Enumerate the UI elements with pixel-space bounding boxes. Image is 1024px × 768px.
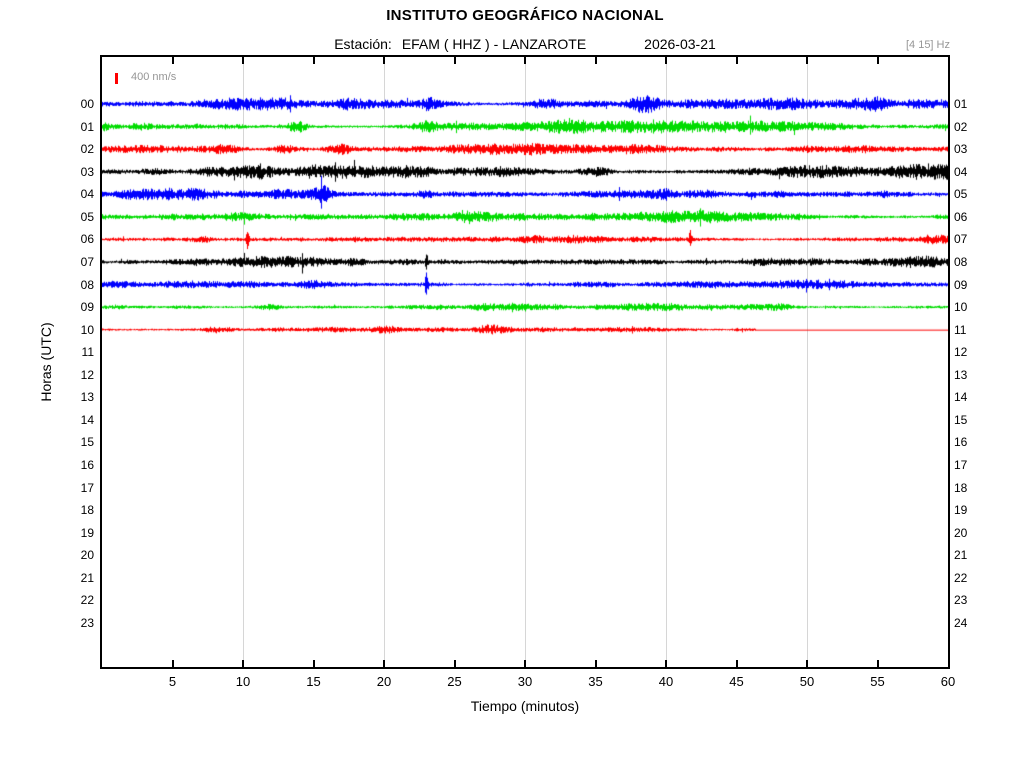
hour-label-right-10: 10 — [954, 300, 968, 315]
hour-label-right-11: 11 — [954, 322, 967, 337]
x-tick-bottom-40 — [665, 660, 667, 667]
hour-label-left-05: 05 — [80, 209, 94, 224]
hour-label-left-23: 23 — [80, 615, 94, 630]
hour-label-left-01: 01 — [80, 119, 94, 134]
station-label: Estación: — [334, 36, 392, 52]
hour-label-right-13: 13 — [954, 367, 968, 382]
filter-band-label: [4 15] Hz — [905, 39, 950, 51]
x-tick-label-40: 40 — [658, 674, 674, 689]
hour-label-left-18: 18 — [80, 503, 94, 518]
hour-label-left-09: 09 — [80, 300, 94, 315]
seismogram-canvas — [102, 57, 948, 667]
x-tick-label-50: 50 — [799, 674, 815, 689]
hour-label-right-09: 09 — [954, 277, 968, 292]
x-tick-top-50 — [806, 57, 808, 64]
hour-label-right-07: 07 — [954, 232, 968, 247]
x-tick-bottom-45 — [735, 660, 738, 667]
hour-label-left-19: 19 — [80, 525, 94, 540]
x-tick-top-30 — [524, 57, 526, 64]
hour-label-left-20: 20 — [80, 548, 94, 563]
hour-label-left-12: 12 — [80, 367, 94, 382]
x-tick-bottom-55 — [876, 660, 879, 667]
hour-label-left-06: 06 — [80, 232, 94, 247]
x-tick-label-25: 25 — [447, 674, 462, 689]
hour-label-right-16: 16 — [954, 435, 968, 450]
hour-label-left-08: 08 — [80, 277, 94, 292]
x-tick-label-10: 10 — [235, 674, 251, 689]
page-title: INSTITUTO GEOGRÁFICO NACIONAL — [386, 7, 664, 24]
x-tick-label-5: 5 — [168, 674, 177, 689]
hour-label-left-10: 10 — [80, 322, 94, 337]
hour-label-right-23: 23 — [954, 593, 968, 608]
x-tick-top-35 — [594, 57, 597, 64]
hour-label-right-06: 06 — [954, 209, 968, 224]
x-tick-bottom-25 — [453, 660, 456, 667]
hour-label-left-22: 22 — [80, 593, 94, 608]
plot-area: 400 nm/s — [100, 55, 950, 669]
hour-label-right-12: 12 — [954, 345, 968, 360]
station-value: EFAM ( HHZ ) - LANZAROTE — [401, 36, 587, 52]
date-label: 2026-03-21 — [644, 36, 716, 52]
x-tick-label-15: 15 — [306, 674, 321, 689]
hour-label-right-02: 02 — [954, 119, 968, 134]
subtitle: Estación: EFAM ( HHZ ) - LANZAROTE 2026-… — [100, 36, 950, 52]
hour-label-left-03: 03 — [80, 164, 94, 179]
hour-label-left-15: 15 — [80, 435, 94, 450]
x-tick-bottom-35 — [594, 660, 597, 667]
hour-label-right-03: 03 — [954, 142, 968, 157]
hour-label-right-21: 21 — [954, 548, 968, 563]
hour-label-left-13: 13 — [80, 390, 94, 405]
x-tick-top-40 — [665, 57, 667, 64]
hour-label-left-11: 11 — [81, 345, 94, 360]
hour-label-left-04: 04 — [80, 187, 94, 202]
hour-label-right-17: 17 — [954, 458, 968, 473]
hour-label-right-05: 05 — [954, 187, 968, 202]
x-tick-label-55: 55 — [870, 674, 885, 689]
hour-label-right-01: 01 — [954, 97, 968, 111]
hour-label-right-04: 04 — [954, 164, 968, 179]
x-tick-top-55 — [876, 57, 879, 64]
hour-label-right-08: 08 — [954, 254, 968, 269]
x-tick-top-10 — [242, 57, 244, 64]
scale-label: 400 nm/s — [131, 71, 177, 83]
x-tick-label-60: 60 — [940, 674, 956, 689]
x-tick-bottom-50 — [806, 660, 808, 667]
hour-label-right-14: 14 — [954, 390, 968, 405]
scale-marker — [115, 73, 118, 84]
hour-label-left-00: 00 — [80, 97, 94, 111]
hour-label-right-18: 18 — [954, 480, 968, 495]
hour-label-left-16: 16 — [80, 458, 94, 473]
hour-label-left-07: 07 — [80, 254, 94, 269]
x-tick-bottom-15 — [312, 660, 315, 667]
plot-inner: 400 nm/s — [102, 57, 948, 667]
station-group: Estación: EFAM ( HHZ ) - LANZAROTE — [334, 36, 586, 52]
x-tick-top-45 — [735, 57, 738, 64]
x-tick-top-15 — [312, 57, 315, 64]
x-tick-label-45: 45 — [729, 674, 744, 689]
x-tick-top-20 — [383, 57, 385, 64]
hour-label-left-21: 21 — [80, 570, 94, 585]
hour-label-left-14: 14 — [80, 412, 94, 427]
hour-label-left-17: 17 — [80, 480, 94, 495]
x-tick-bottom-30 — [524, 660, 526, 667]
hour-label-right-20: 20 — [954, 525, 968, 540]
x-tick-bottom-5 — [171, 660, 174, 667]
x-axis-label: Tiempo (minutos) — [470, 698, 580, 714]
x-tick-bottom-20 — [383, 660, 385, 667]
x-tick-top-5 — [171, 57, 174, 64]
x-tick-label-35: 35 — [588, 674, 603, 689]
hour-label-right-22: 22 — [954, 570, 968, 585]
hour-label-left-02: 02 — [80, 142, 94, 157]
hour-label-right-15: 15 — [954, 412, 968, 427]
x-tick-label-30: 30 — [517, 674, 533, 689]
hour-label-right-24: 24 — [954, 615, 968, 630]
x-tick-top-25 — [453, 57, 456, 64]
hour-label-right-19: 19 — [954, 503, 968, 518]
x-tick-label-20: 20 — [376, 674, 392, 689]
x-tick-bottom-10 — [242, 660, 244, 667]
